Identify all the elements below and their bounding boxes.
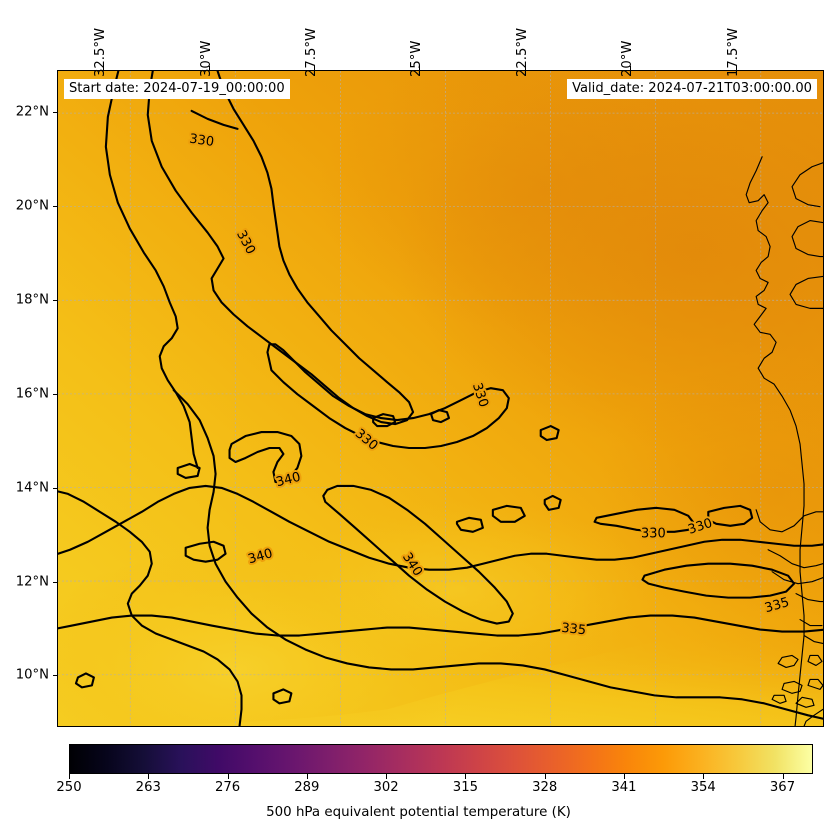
- x-tick-mark: [630, 66, 632, 70]
- colorbar-tick-mark: [623, 774, 625, 779]
- contour-label: 330: [686, 516, 714, 538]
- colorbar-label: 500 hPa equivalent potential temperature…: [266, 805, 571, 820]
- map-axes[interactable]: 330 330 330 330 330 330 335 335 340 340 340 Start …: [57, 70, 824, 727]
- y-tick-mark: [53, 393, 57, 395]
- contour-lines: [58, 71, 823, 726]
- colorbar[interactable]: 250 263 276 289 302 315 328 341 354 367: [56, 744, 813, 795]
- colorbar-tick-mark: [306, 774, 308, 779]
- colorbar-tick-label: 354: [690, 780, 716, 795]
- colorbar-tick-label: 289: [294, 780, 320, 795]
- x-tick-mark: [524, 66, 526, 70]
- y-tick-label: 18°N: [15, 292, 49, 308]
- theta-e-field: [58, 71, 823, 726]
- colorbar-tick-mark: [386, 774, 388, 779]
- x-tick-label: 22.5°W: [514, 28, 530, 77]
- x-tick-mark: [735, 66, 737, 70]
- colorbar-tick-mark: [465, 774, 467, 779]
- y-tick-label: 10°N: [15, 667, 49, 683]
- colorbar-tick-label: 250: [56, 780, 82, 795]
- coastline-overlay: [745, 156, 823, 726]
- y-tick-mark: [53, 112, 57, 114]
- x-tick-mark: [208, 66, 210, 70]
- y-tick-label: 14°N: [15, 480, 49, 496]
- x-tick-label: 17.5°W: [725, 28, 741, 77]
- contour-label: 340: [247, 546, 275, 567]
- y-tick-label: 12°N: [15, 574, 49, 590]
- colorbar-tick-label: 315: [452, 780, 478, 795]
- x-tick-label: 30°W: [198, 40, 214, 77]
- y-tick-mark: [53, 206, 57, 208]
- y-tick-label: 16°N: [15, 386, 49, 402]
- contour-label: 330: [188, 132, 215, 150]
- colorbar-tick-label: 367: [769, 780, 796, 795]
- contour-label: 335: [763, 595, 791, 616]
- y-tick-label: 20°N: [15, 198, 49, 214]
- x-tick-label: 27.5°W: [304, 28, 320, 77]
- x-tick-mark: [314, 66, 316, 70]
- contour-label: 330: [352, 426, 381, 453]
- x-tick-label: 20°W: [620, 40, 636, 77]
- contour-label-layer: 330 330 330 330 330 330 335 335 340 340 340: [186, 130, 793, 641]
- contour-label: 340: [399, 550, 425, 579]
- colorbar-tick-label: 341: [611, 780, 637, 795]
- contour-label: 330: [469, 381, 491, 409]
- x-tick-label: 32.5°W: [93, 28, 109, 77]
- x-tick-mark: [419, 66, 421, 70]
- colorbar-tick-label: 263: [135, 780, 161, 795]
- contour-label: 335: [561, 621, 587, 639]
- x-tick-mark: [103, 66, 105, 70]
- colorbar-tick-label: 328: [532, 780, 558, 795]
- y-tick-label: 22°N: [15, 104, 49, 120]
- colorbar-tick-label: 302: [373, 780, 399, 795]
- colorbar-tick-mark: [69, 774, 70, 779]
- valid-date-annotation: Valid_date: 2024-07-21T03:00:00.00: [567, 79, 817, 99]
- y-tick-mark: [53, 299, 57, 301]
- colorbar-tick-mark: [148, 774, 150, 779]
- colorbar-tick-mark: [703, 774, 705, 779]
- start-date-annotation: Start date: 2024-07-19_00:00:00: [64, 79, 290, 99]
- y-tick-mark: [53, 487, 57, 489]
- contour-label: 340: [275, 470, 303, 491]
- y-tick-mark: [53, 581, 57, 583]
- colorbar-tick-label: 276: [214, 780, 241, 795]
- x-tick-label: 25°W: [409, 40, 425, 77]
- contour-label: 330: [233, 228, 258, 257]
- y-tick-mark: [53, 675, 57, 677]
- contour-label: 330: [641, 526, 666, 541]
- colorbar-tick-mark: [227, 774, 229, 779]
- colorbar-tick-mark: [782, 774, 784, 779]
- colorbar-tick-mark: [544, 774, 546, 779]
- colorbar-gradient: [69, 744, 813, 774]
